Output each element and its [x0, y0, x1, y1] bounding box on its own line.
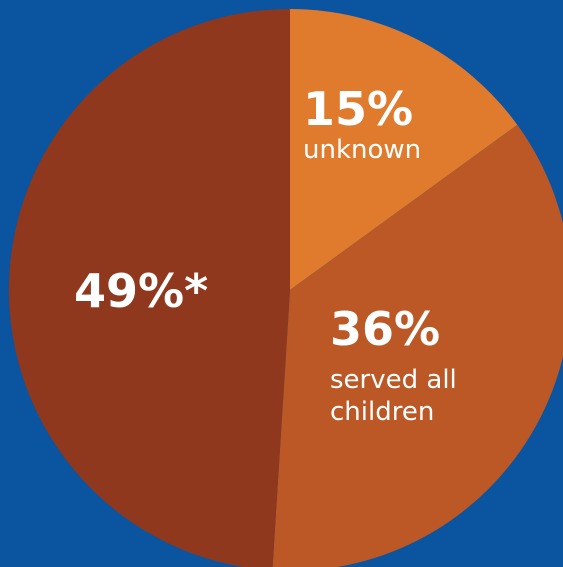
pie-slice-served-all-children — [272, 124, 563, 567]
label-unknown-text: unknown — [303, 135, 422, 165]
label-other: 49%* — [74, 266, 208, 316]
label-other-pct: 49%* — [74, 264, 209, 318]
label-served-pct: 36% — [330, 302, 441, 356]
label-unknown: 15% unknown — [303, 84, 421, 166]
pie-slice-other — [8, 9, 290, 567]
label-served-text: served all children — [330, 364, 505, 428]
label-served-all-children: 36% served all children — [330, 304, 505, 428]
pie-slice-unknown — [290, 9, 518, 290]
label-served-line: served all children — [330, 365, 457, 427]
label-unknown-pct: 15% — [303, 82, 414, 136]
